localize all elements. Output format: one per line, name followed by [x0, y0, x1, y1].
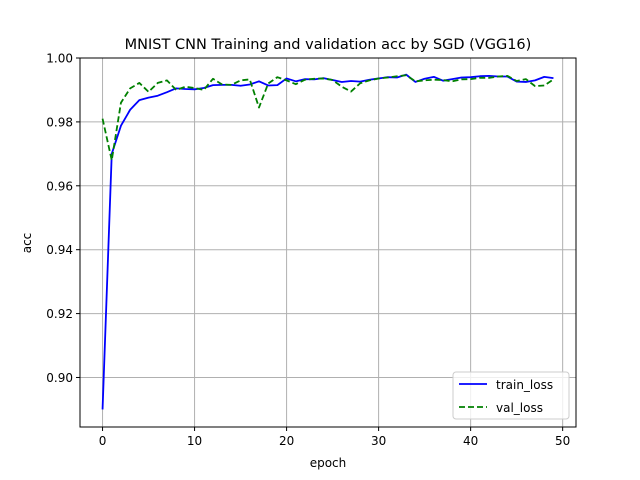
x-tick-label: 50 — [555, 434, 570, 448]
x-axis-title: epoch — [310, 456, 347, 470]
y-tick-label: 0.92 — [46, 307, 73, 321]
plot-lines — [101, 73, 554, 410]
axes-frame — [79, 57, 577, 428]
x-tick-label: 10 — [187, 434, 202, 448]
y-tick-label: 0.96 — [46, 179, 73, 193]
chart-title: MNIST CNN Training and validation acc by… — [125, 37, 532, 53]
legend-label-val-loss: val_loss — [496, 401, 543, 415]
ticks: 0 10 20 30 40 50 0.90 0.92 0.94 0.96 0.98 1.00 — [46, 52, 570, 449]
y-tick-label: 0.98 — [46, 115, 73, 129]
x-tick-label: 40 — [463, 434, 478, 448]
y-axis-title: acc — [20, 233, 34, 254]
series-line-val-loss — [101, 74, 554, 162]
grid — [80, 57, 576, 427]
x-tick-label: 20 — [279, 434, 294, 448]
legend: train_loss val_loss — [452, 371, 570, 420]
x-tick-label: 0 — [99, 434, 107, 448]
y-tick-label: 0.94 — [46, 243, 73, 257]
y-tick-label: 1.00 — [46, 52, 73, 66]
legend-label-train-loss: train_loss — [496, 378, 553, 392]
y-tick-label: 0.90 — [46, 371, 73, 385]
x-tick-label: 30 — [371, 434, 386, 448]
